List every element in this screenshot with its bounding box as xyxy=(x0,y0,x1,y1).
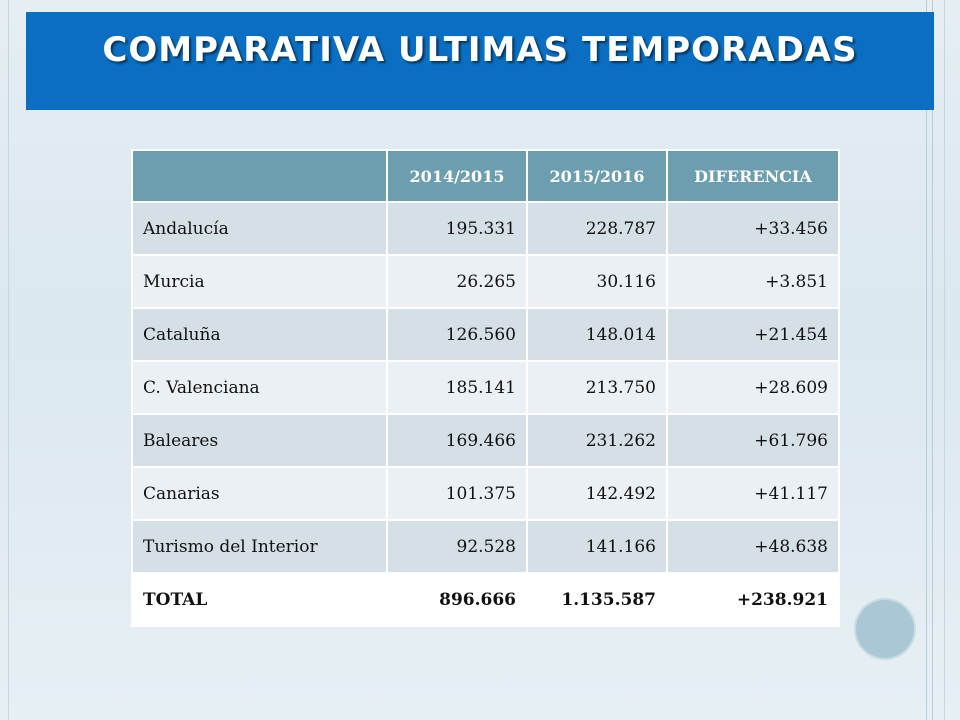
table-row: C. Valenciana 185.141 213.750 +28.609 xyxy=(131,360,840,415)
header-cell-2015-2016: 2015/2016 xyxy=(526,149,668,203)
comparison-table: 2014/2015 2015/2016 DIFERENCIA Andalucía… xyxy=(131,149,840,627)
diferencia-cell: +28.609 xyxy=(666,360,840,415)
value-2014-2015-cell: 26.265 xyxy=(386,254,528,309)
value-2015-2016-cell: 30.116 xyxy=(526,254,668,309)
right-frame-line xyxy=(932,0,933,720)
value-2015-2016-cell: 148.014 xyxy=(526,307,668,362)
diferencia-cell: +41.117 xyxy=(666,466,840,521)
region-cell: C. Valenciana xyxy=(131,360,388,415)
table-row: Cataluña 126.560 148.014 +21.454 xyxy=(131,307,840,362)
total-label-cell: TOTAL xyxy=(131,572,388,627)
region-cell: Cataluña xyxy=(131,307,388,362)
comparison-table-container: 2014/2015 2015/2016 DIFERENCIA Andalucía… xyxy=(131,149,840,627)
right-frame-line xyxy=(926,0,927,720)
region-cell: Murcia xyxy=(131,254,388,309)
diferencia-cell: +33.456 xyxy=(666,201,840,256)
value-2015-2016-cell: 228.787 xyxy=(526,201,668,256)
diferencia-cell: +21.454 xyxy=(666,307,840,362)
region-cell: Baleares xyxy=(131,413,388,468)
value-2014-2015-cell: 126.560 xyxy=(386,307,528,362)
table-row: Canarias 101.375 142.492 +41.117 xyxy=(131,466,840,521)
table-row: Turismo del Interior 92.528 141.166 +48.… xyxy=(131,519,840,574)
header-cell-diferencia: DIFERENCIA xyxy=(666,149,840,203)
left-frame-line xyxy=(8,0,9,720)
value-2015-2016-cell: 213.750 xyxy=(526,360,668,415)
value-2014-2015-cell: 169.466 xyxy=(386,413,528,468)
region-cell: Turismo del Interior xyxy=(131,519,388,574)
title-bar: COMPARATIVA ULTIMAS TEMPORADAS xyxy=(26,12,934,110)
decorative-circle xyxy=(856,600,914,658)
table-row: Murcia 26.265 30.116 +3.851 xyxy=(131,254,840,309)
total-2015-2016-cell: 1.135.587 xyxy=(526,572,668,627)
region-cell: Andalucía xyxy=(131,201,388,256)
value-2015-2016-cell: 231.262 xyxy=(526,413,668,468)
total-2014-2015-cell: 896.666 xyxy=(386,572,528,627)
table-row: Andalucía 195.331 228.787 +33.456 xyxy=(131,201,840,256)
region-cell: Canarias xyxy=(131,466,388,521)
diferencia-cell: +61.796 xyxy=(666,413,840,468)
diferencia-cell: +48.638 xyxy=(666,519,840,574)
value-2014-2015-cell: 101.375 xyxy=(386,466,528,521)
value-2014-2015-cell: 185.141 xyxy=(386,360,528,415)
table-header-row: 2014/2015 2015/2016 DIFERENCIA xyxy=(131,149,840,203)
header-cell-2014-2015: 2014/2015 xyxy=(386,149,528,203)
total-diferencia-cell: +238.921 xyxy=(666,572,840,627)
table-row: Baleares 169.466 231.262 +61.796 xyxy=(131,413,840,468)
diferencia-cell: +3.851 xyxy=(666,254,840,309)
value-2014-2015-cell: 92.528 xyxy=(386,519,528,574)
value-2015-2016-cell: 141.166 xyxy=(526,519,668,574)
value-2015-2016-cell: 142.492 xyxy=(526,466,668,521)
value-2014-2015-cell: 195.331 xyxy=(386,201,528,256)
table-total-row: TOTAL 896.666 1.135.587 +238.921 xyxy=(131,572,840,627)
right-frame-line xyxy=(944,0,945,720)
slide-title: COMPARATIVA ULTIMAS TEMPORADAS xyxy=(102,30,858,70)
header-cell-region xyxy=(131,149,388,203)
